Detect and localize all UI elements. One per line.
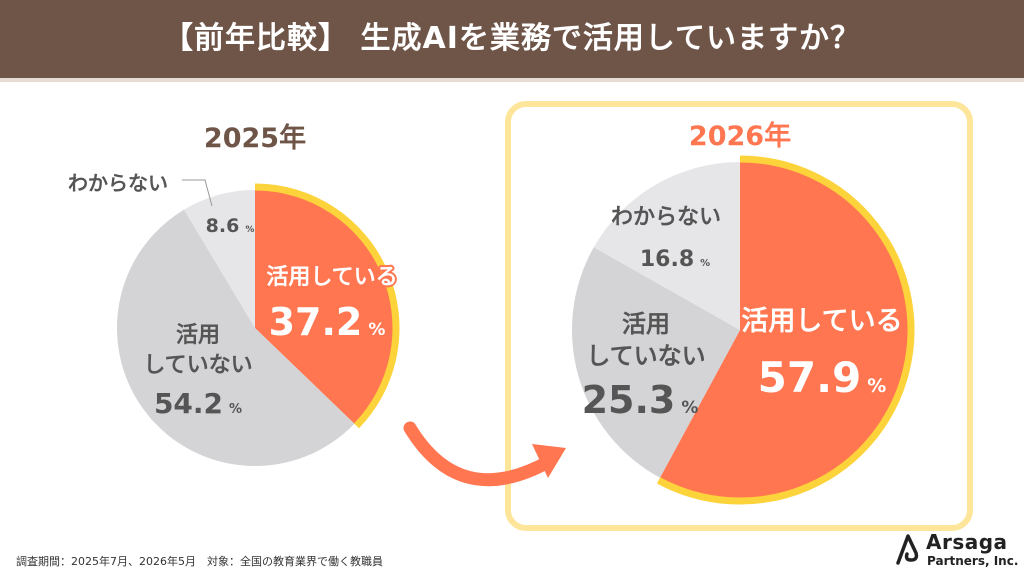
slice-label: わからない	[68, 171, 168, 195]
slice-label: 活用	[622, 310, 670, 338]
slice-value: 57.9%	[758, 353, 887, 402]
slice-value: 16.8%	[640, 247, 710, 272]
page-title: 【前年比較】 生成AIを業務で活用していますか？	[163, 21, 861, 56]
header-underline	[0, 78, 1024, 82]
pie-title-2026: 2026年	[689, 120, 791, 152]
slice-value: 25.3%	[582, 378, 699, 422]
slice-label: していない	[586, 342, 705, 370]
slice-value: 54.2%	[154, 387, 242, 420]
slice-value: 8.6%	[206, 215, 255, 237]
slice-highlight-ring	[254, 183, 400, 429]
slice-label: わからない	[611, 205, 721, 230]
pie-slice	[116, 209, 355, 467]
label-leader-line	[182, 179, 213, 207]
pie-slice	[659, 162, 908, 498]
survey-note: 調査期間：2025年7月、2026年5月 対象：全国の教育業界で働く教職員	[16, 555, 383, 568]
pie-slice	[184, 190, 255, 328]
slice-highlight-ring	[656, 155, 915, 505]
slice-value: 37.2%	[269, 300, 386, 344]
slice-label: していない	[143, 353, 252, 378]
header-bar	[0, 0, 1024, 78]
pie-slice	[255, 190, 393, 424]
slice-label: 活用	[176, 323, 220, 348]
slice-label: 活用している	[741, 306, 902, 337]
pie-slice	[593, 162, 740, 330]
pie-slice	[571, 247, 740, 478]
pie-title-2025: 2025年	[204, 122, 306, 154]
highlight-frame	[505, 101, 973, 531]
comparison-arrow	[403, 421, 555, 487]
logo-icon	[896, 534, 919, 565]
comparison-arrowhead	[532, 444, 566, 478]
logo-name: Arsaga	[926, 530, 1008, 554]
logo-subtitle: Partners, Inc.	[927, 554, 1019, 568]
slice-label: 活用している	[266, 265, 397, 290]
